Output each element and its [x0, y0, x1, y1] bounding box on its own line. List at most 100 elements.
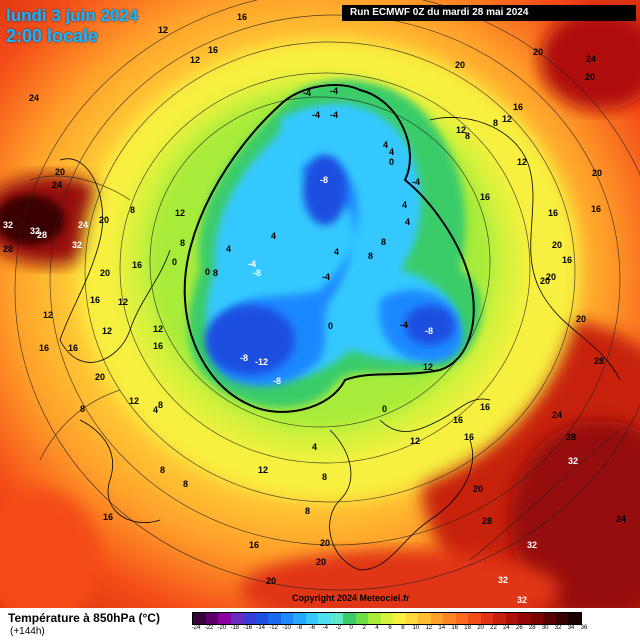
forecast-time: 2:00 locale	[6, 26, 99, 46]
map-value-label: 8	[130, 205, 136, 215]
map-value-label: 16	[464, 432, 475, 442]
legend-ticks: -24 -22 -20 -18 -16 -14 -12 -10 -8 -6 -4 -2 0 2 4 6 8 10 1…	[192, 625, 588, 637]
map-value-label: 20	[100, 268, 111, 278]
map-value-label: 16	[39, 343, 50, 353]
map-value-label: 16	[103, 512, 114, 522]
map-graphic	[0, 0, 640, 608]
map-value-label: 0	[205, 267, 211, 277]
map-value-label: 0	[382, 404, 388, 414]
map-value-label: -8	[240, 353, 249, 363]
map-value-label: 20	[320, 538, 331, 548]
legend-tick-label: 34	[567, 625, 575, 631]
temperature-map	[0, 0, 640, 608]
map-value-label: 20	[585, 72, 596, 82]
map-value-label: 20	[552, 240, 563, 250]
minus4-north	[280, 107, 374, 176]
legend-swatch	[368, 613, 381, 624]
forecast-day: lundi 3 juin 2024	[6, 6, 139, 25]
legend-swatch	[380, 613, 394, 624]
legend-swatch	[230, 613, 244, 624]
map-value-label: 12	[502, 114, 513, 124]
map-value-label: 12	[102, 326, 113, 336]
map-value-label: 8	[183, 479, 189, 489]
map-value-label: 20	[455, 60, 466, 70]
map-value-label: 4	[334, 247, 340, 257]
legend-tick-label: -6	[309, 625, 316, 631]
legend-swatch	[255, 613, 269, 624]
map-value-label: 20	[576, 314, 587, 324]
legend-swatch	[530, 613, 544, 624]
map-value-label: -4	[412, 177, 421, 187]
map-value-label: 16	[68, 343, 79, 353]
map-value-label: 12	[410, 436, 421, 446]
legend-tick-label: 28	[528, 625, 536, 631]
legend-swatch	[543, 613, 556, 624]
map-value-label: -4	[400, 320, 409, 330]
legend-tick-label: 22	[490, 625, 497, 631]
legend-swatch	[280, 613, 294, 624]
map-value-label: 4	[271, 231, 277, 241]
map-value-label: 12	[43, 310, 54, 320]
map-value-label: 8	[368, 251, 374, 261]
map-value-label: 8	[305, 506, 311, 516]
map-value-label: 32	[568, 456, 579, 466]
map-value-label: 0	[172, 257, 178, 267]
map-value-label: 4	[226, 244, 232, 254]
isotherm-lines	[14, 0, 640, 591]
coastlines	[59, 117, 621, 571]
map-value-label: 8	[213, 268, 219, 278]
legend-swatch	[518, 613, 531, 624]
map-value-label: 12	[153, 324, 164, 334]
legend-swatch	[293, 613, 306, 624]
map-value-label: 8	[80, 404, 86, 414]
legend-tick-label: 0	[349, 625, 353, 631]
legend-tick-label: -10	[282, 625, 291, 631]
minus12-zone	[205, 305, 295, 375]
very-hot-zone-asia	[510, 420, 640, 608]
map-value-label: 4	[405, 217, 411, 227]
map-value-label: -4	[303, 88, 312, 98]
legend-tick-label: 8	[401, 625, 405, 631]
legend-swatch	[355, 613, 369, 624]
map-value-label: 8	[493, 118, 499, 128]
map-value-label: 12	[423, 362, 434, 372]
map-value-label: 24	[552, 410, 563, 420]
legend-tick-label: 26	[515, 625, 523, 631]
legend-tick-label: -20	[217, 625, 227, 631]
map-value-label: 24	[52, 180, 63, 190]
map-value-label: 16	[591, 204, 602, 214]
legend-swatch	[205, 613, 219, 624]
map-value-label: 16	[562, 255, 573, 265]
map-value-label: -4	[330, 86, 339, 96]
map-value-label: 20	[592, 168, 603, 178]
legend-tick-label: 12	[425, 625, 433, 631]
map-value-label: 20	[99, 215, 110, 225]
map-value-label: 12	[258, 465, 269, 475]
map-value-label: -4	[330, 110, 339, 120]
map-value-label: -12	[255, 357, 269, 367]
map-value-label: 12	[517, 157, 528, 167]
map-value-label: 28	[594, 356, 605, 366]
map-value-label: 20	[316, 557, 327, 567]
map-value-label: 16	[480, 402, 491, 412]
map-value-label: 12	[118, 297, 129, 307]
map-value-label: 24	[78, 220, 89, 230]
legend-swatch	[443, 613, 456, 624]
map-value-label: 20	[540, 276, 551, 286]
hot-zone-northeast	[540, 10, 640, 110]
map-value-label: 24	[586, 54, 597, 64]
legend-swatch	[405, 613, 419, 624]
map-value-label: 8	[322, 472, 328, 482]
map-value-label: -8	[320, 175, 329, 185]
legend-swatch	[193, 613, 206, 624]
legend-swatch	[455, 613, 469, 624]
legend-swatch	[555, 613, 569, 624]
map-value-label: 8	[160, 465, 166, 475]
legend-title: Température à 850hPa (°C)	[8, 611, 160, 625]
map-value-label: 4	[389, 147, 395, 157]
legend-color-scale	[192, 612, 582, 625]
map-value-label: 16	[237, 12, 248, 22]
map-value-label: 32	[72, 240, 83, 250]
map-value-label: 32	[527, 540, 538, 550]
map-value-label: 4	[383, 140, 389, 150]
